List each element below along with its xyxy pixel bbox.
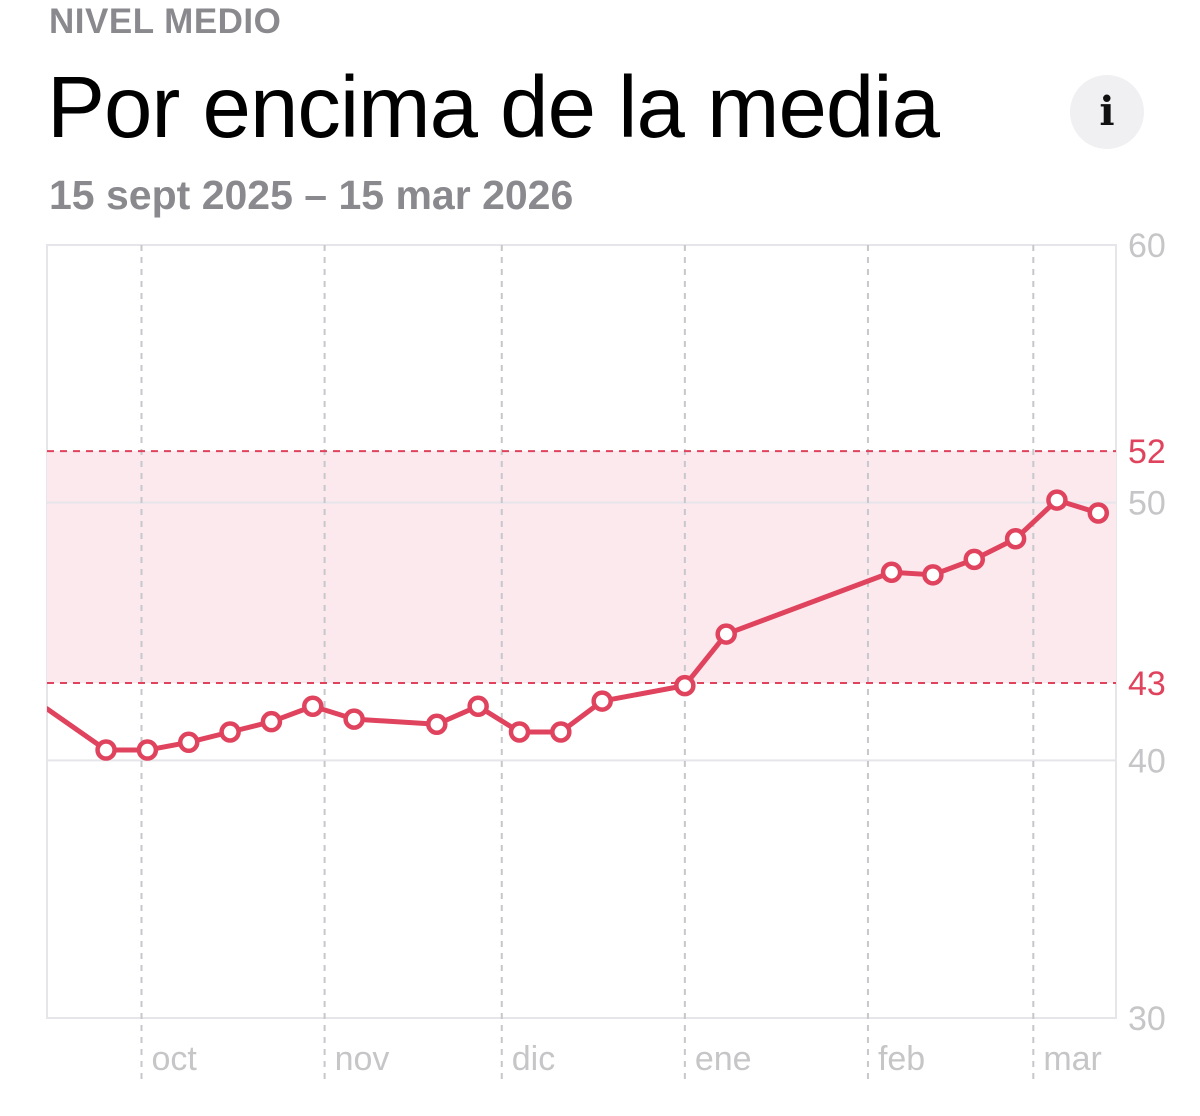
date-range: 15 sept 2025 – 15 mar 2026 xyxy=(49,172,574,218)
x-tick-label: ene xyxy=(695,1040,752,1078)
series-group xyxy=(47,489,1110,761)
info-icon: i xyxy=(1099,88,1115,135)
y-tick-label: 40 xyxy=(1128,742,1166,780)
level-label: NIVEL MEDIO xyxy=(49,2,282,41)
y-tick-label: 30 xyxy=(1128,1000,1166,1038)
data-point xyxy=(302,695,324,717)
data-point xyxy=(674,674,696,697)
data-point xyxy=(1046,489,1068,511)
data-point xyxy=(1087,502,1110,524)
data-point xyxy=(1004,527,1027,550)
data-point xyxy=(715,623,737,645)
data-point xyxy=(550,721,572,743)
data-point xyxy=(508,721,531,743)
y-tick-label: 50 xyxy=(1128,485,1166,523)
band-low-label: 43 xyxy=(1128,665,1166,703)
info-button[interactable]: i xyxy=(1070,75,1144,149)
data-point xyxy=(136,739,159,761)
data-point xyxy=(219,721,241,743)
data-point xyxy=(467,695,489,717)
data-point xyxy=(343,708,365,730)
x-tick-label: dic xyxy=(512,1040,555,1078)
data-point xyxy=(95,739,117,761)
x-tick-label: oct xyxy=(151,1040,197,1078)
data-point xyxy=(591,690,613,712)
data-point xyxy=(880,561,903,583)
band-high-label: 52 xyxy=(1128,433,1166,471)
data-point xyxy=(177,731,200,754)
page-title: Por encima de la media xyxy=(47,59,940,156)
data-point xyxy=(963,548,986,571)
data-point xyxy=(260,710,283,733)
y-tick-label: 60 xyxy=(1128,227,1166,265)
x-tick-label: feb xyxy=(878,1040,925,1078)
data-point xyxy=(426,713,448,736)
x-tick-label: nov xyxy=(335,1040,390,1078)
x-tick-label: mar xyxy=(1043,1040,1102,1078)
data-point xyxy=(922,564,944,586)
